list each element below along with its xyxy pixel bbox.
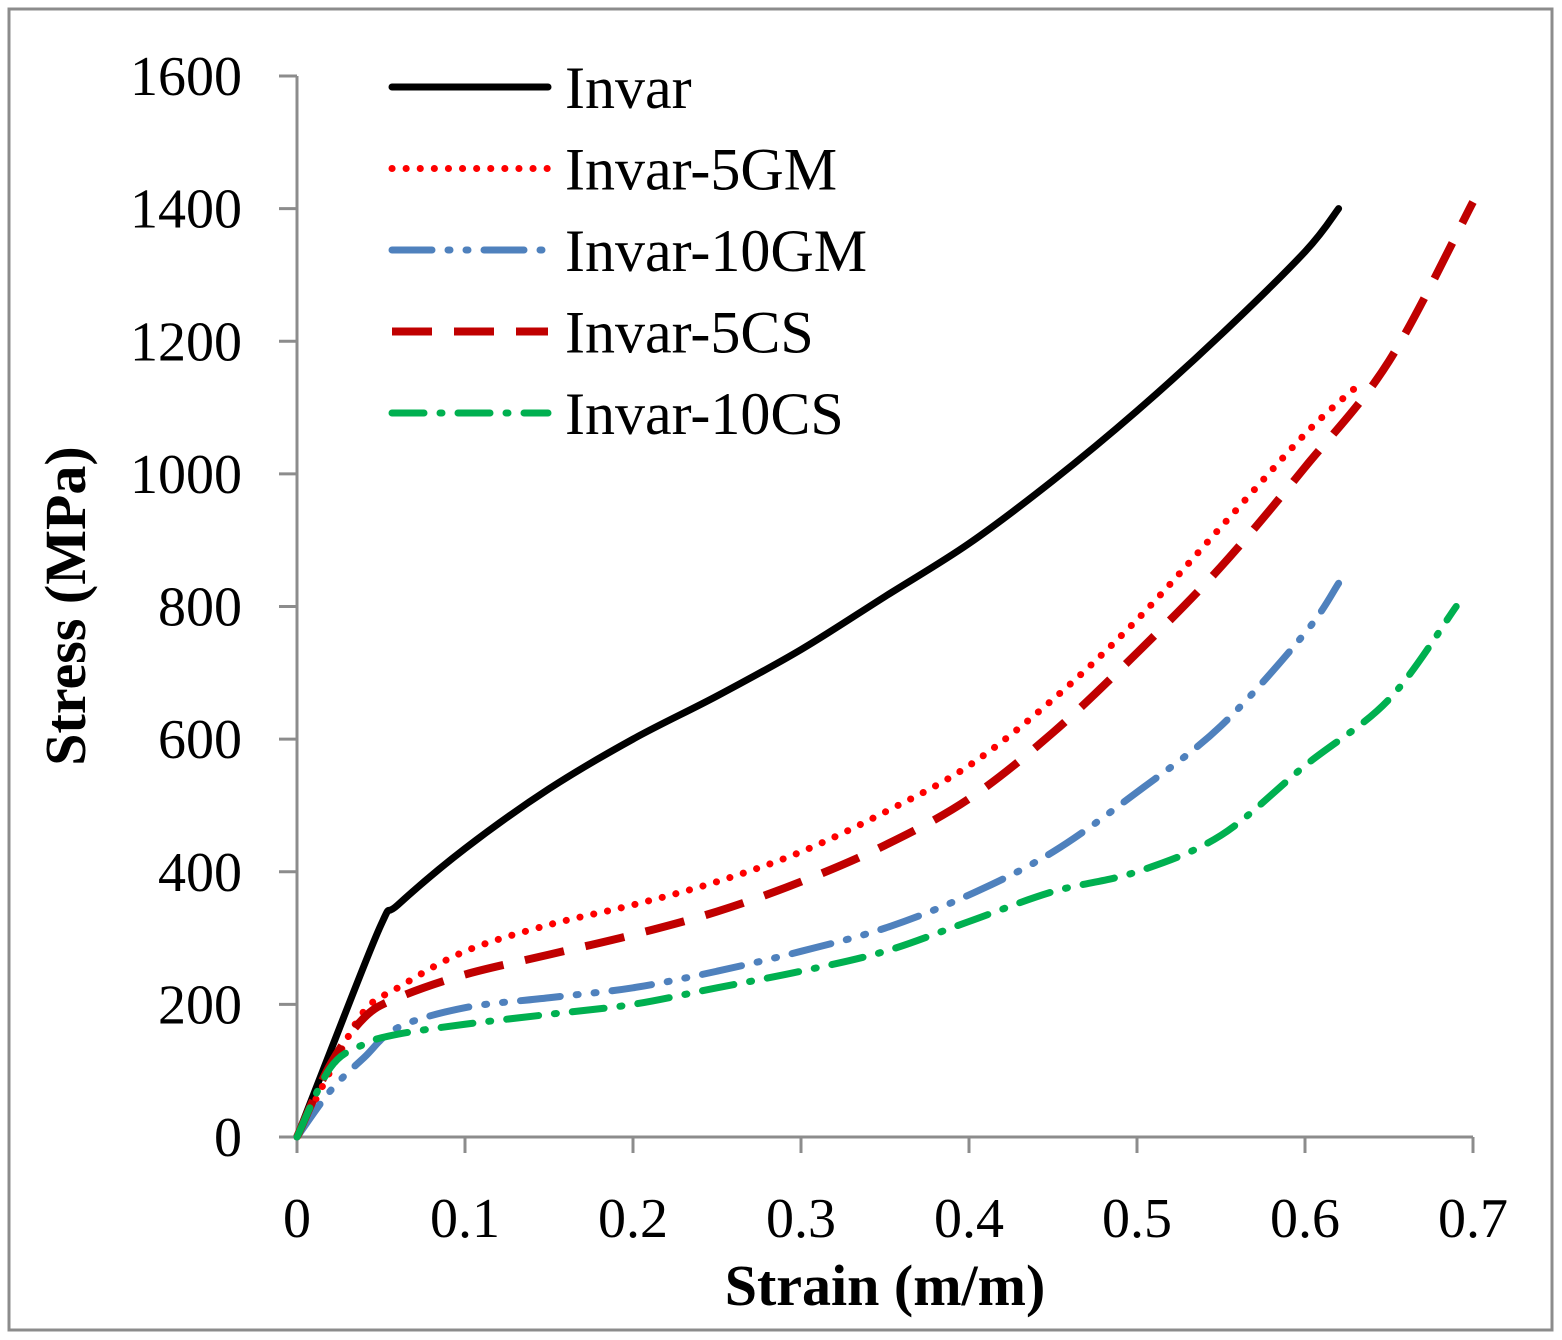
legend: Invar Invar-5GM Invar-10GM Invar-5CS Invar-1… <box>388 55 867 447</box>
y-tick-label: 0 <box>214 1107 242 1169</box>
legend-label-invar-10cs: Invar-10CS <box>565 381 844 447</box>
y-tick-label: 400 <box>158 842 242 904</box>
y-tick-label: 1200 <box>130 311 242 373</box>
y-tick-label: 1400 <box>130 179 242 241</box>
y-tick-label: 200 <box>158 974 242 1036</box>
series-line-invar-10cs <box>293 603 1460 1141</box>
legend-label-invar-5gm: Invar-5GM <box>565 137 837 203</box>
y-tick-label: 800 <box>158 577 242 639</box>
y-tick-label: 600 <box>158 709 242 771</box>
x-tick-label: 0.4 <box>934 1188 1004 1250</box>
y-tick-label: 1000 <box>130 444 242 506</box>
x-tick-label: 0.2 <box>598 1188 668 1250</box>
chart-frame <box>7 7 1554 1332</box>
series-line-invar-10gm <box>293 579 1343 1141</box>
x-tick-label: 0.6 <box>1270 1188 1340 1250</box>
plot-lines <box>293 200 1477 1141</box>
legend-label-invar-5cs: Invar-5CS <box>565 300 814 366</box>
x-tick-label: 0.5 <box>1102 1188 1172 1250</box>
y-tick-label: 1600 <box>130 46 242 108</box>
legend-label-invar: Invar <box>565 55 692 121</box>
x-tick-label: 0 <box>283 1188 311 1250</box>
x-tick-label: 0.3 <box>766 1188 836 1250</box>
y-axis-label: Stress (MPa) <box>33 446 98 765</box>
series-line-invar <box>293 205 1343 1141</box>
legend-label-invar-10gm: Invar-10GM <box>565 218 867 284</box>
x-axis-label: Strain (m/m) <box>725 1253 1046 1318</box>
axes: 0 200 400 600 800 1000 1200 1400 1600 0 0.1 0.2 0.3 0… <box>130 46 1508 1250</box>
x-tick-label: 0.1 <box>430 1188 500 1250</box>
x-tick-label: 0.7 <box>1438 1188 1508 1250</box>
